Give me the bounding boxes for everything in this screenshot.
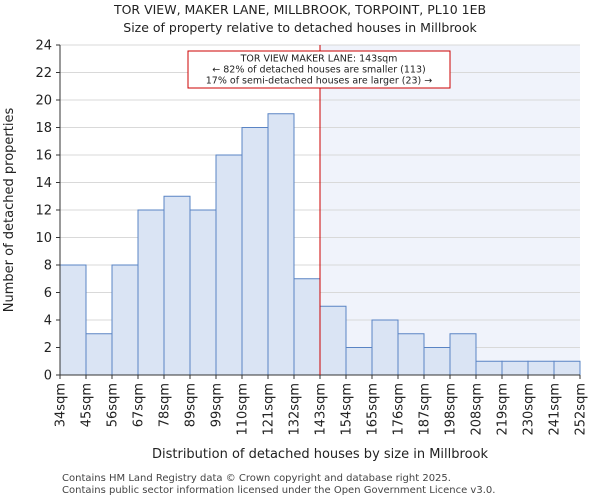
bar-89sqm <box>189 209 217 376</box>
y-tick-label: 22 <box>35 66 52 81</box>
bar-45sqm <box>85 333 113 376</box>
x-tick-label: 34sqm <box>54 383 69 427</box>
bar-34sqm <box>59 264 87 376</box>
x-tick-label: 154sqm <box>340 383 355 436</box>
y-tick-label: 18 <box>35 121 52 136</box>
x-tick-label: 252sqm <box>574 383 589 436</box>
y-tick-label: 2 <box>44 341 52 356</box>
x-tick-label: 45sqm <box>80 383 95 427</box>
bar-198sqm <box>449 333 477 376</box>
x-tick-label: 110sqm <box>236 383 251 436</box>
y-axis-label: Number of detached properties <box>2 108 17 313</box>
footer-line-1: Contains HM Land Registry data © Crown c… <box>62 473 451 484</box>
y-tick-label: 0 <box>44 369 52 384</box>
bar-241sqm <box>553 360 581 376</box>
annotation-line-3: 17% of semi-detached houses are larger (… <box>206 76 433 87</box>
x-tick-label: 67sqm <box>132 383 147 427</box>
bar-219sqm <box>501 360 529 376</box>
bar-56sqm <box>111 264 139 376</box>
y-tick-label: 6 <box>44 286 52 301</box>
annotation-line-1: TOR VIEW MAKER LANE: 143sqm <box>240 54 398 65</box>
x-tick-label: 241sqm <box>548 383 563 436</box>
x-tick-label: 187sqm <box>418 383 433 436</box>
bar-187sqm <box>423 347 451 376</box>
y-tick-label: 14 <box>35 176 52 191</box>
x-tick-label: 143sqm <box>314 383 329 436</box>
annotation-line-2: ← 82% of detached houses are smaller (11… <box>212 65 425 76</box>
footer-line-2: Contains public sector information licen… <box>62 485 496 496</box>
bar-143sqm <box>319 305 347 376</box>
bar-165sqm <box>371 319 399 376</box>
bar-99sqm <box>215 154 243 376</box>
bar-110sqm <box>241 127 269 376</box>
x-tick-label: 198sqm <box>444 383 459 436</box>
bar-154sqm <box>345 347 373 376</box>
bar-67sqm <box>137 209 165 376</box>
bar-78sqm <box>163 195 191 376</box>
chart-subtitle: Size of property relative to detached ho… <box>123 20 477 35</box>
annotation-box <box>187 50 451 89</box>
x-tick-label: 89sqm <box>184 383 199 427</box>
bar-208sqm <box>475 360 503 376</box>
x-tick-label: 132sqm <box>288 383 303 436</box>
y-tick-label: 4 <box>44 314 52 329</box>
y-tick-label: 10 <box>35 231 52 246</box>
x-tick-label: 230sqm <box>522 383 537 436</box>
x-tick-label: 219sqm <box>496 383 511 436</box>
y-tick-label: 8 <box>44 259 52 274</box>
x-tick-label: 99sqm <box>210 383 225 427</box>
x-tick-label: 78sqm <box>158 383 173 427</box>
x-tick-label: 121sqm <box>262 383 277 436</box>
bar-176sqm <box>397 333 425 376</box>
chart-title: TOR VIEW, MAKER LANE, MILLBROOK, TORPOIN… <box>113 2 487 17</box>
x-tick-label: 208sqm <box>470 383 485 436</box>
x-axis-label: Distribution of detached houses by size … <box>152 447 488 462</box>
x-tick-label: 176sqm <box>392 383 407 436</box>
bar-230sqm <box>527 360 555 376</box>
y-tick-label: 20 <box>35 94 52 109</box>
bar-132sqm <box>293 278 321 376</box>
y-tick-label: 16 <box>35 149 52 164</box>
y-tick-label: 12 <box>35 204 52 219</box>
bar-121sqm <box>267 113 295 376</box>
y-tick-label: 24 <box>35 39 52 54</box>
x-tick-label: 56sqm <box>106 383 121 427</box>
x-tick-label: 165sqm <box>366 383 381 436</box>
